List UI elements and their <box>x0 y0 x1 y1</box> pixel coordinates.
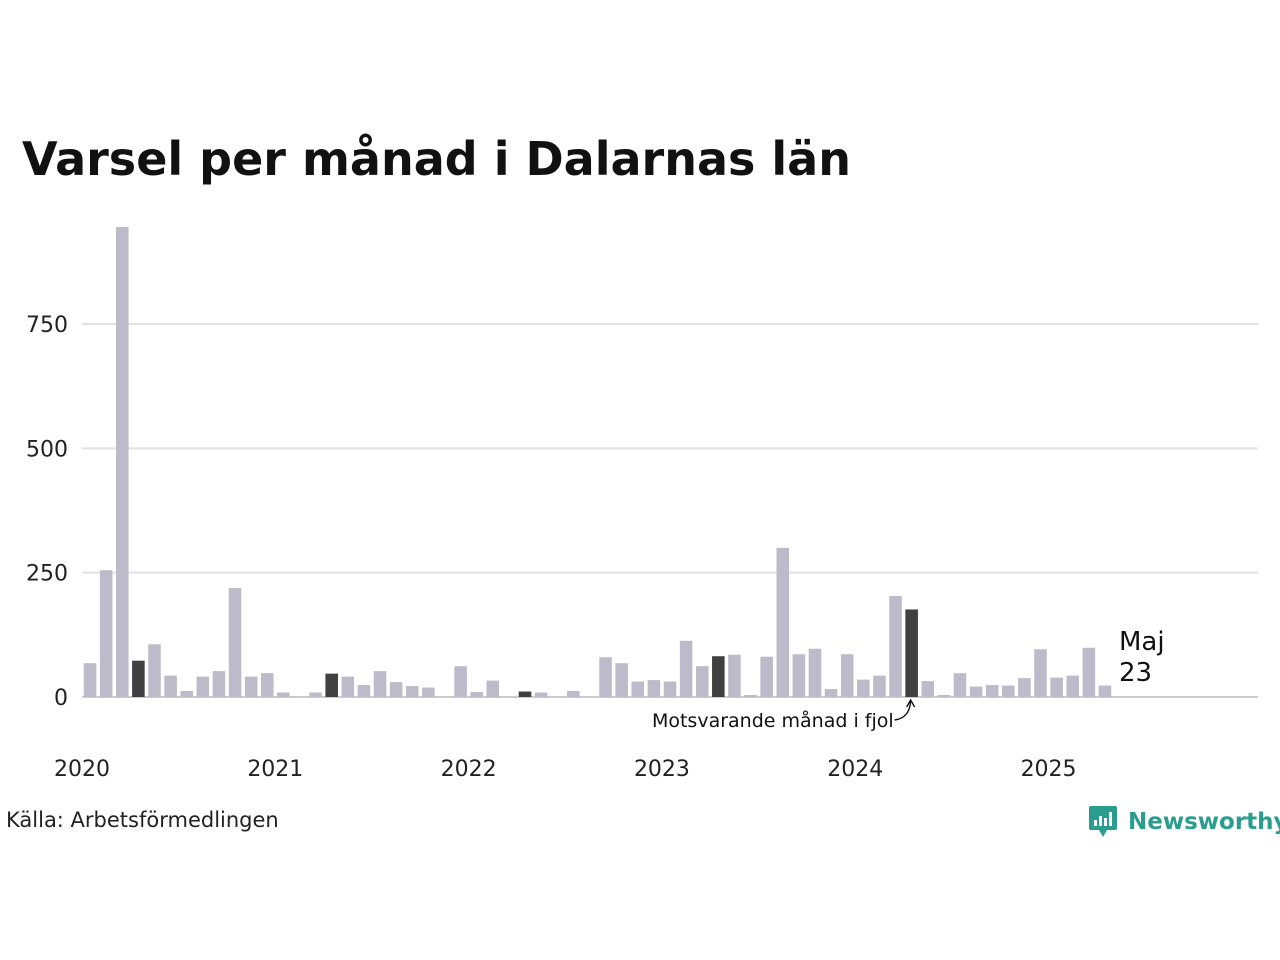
bar <box>679 640 693 697</box>
bar <box>937 695 951 697</box>
grid-lines <box>82 323 1258 698</box>
bar <box>631 681 645 697</box>
y-tick-label: 500 <box>26 437 68 462</box>
bar <box>808 648 822 697</box>
bar <box>244 676 258 697</box>
annotation-text: Motsvarande månad i fjol <box>652 709 894 732</box>
bar <box>599 657 612 697</box>
bar <box>422 687 435 697</box>
bar <box>277 692 290 697</box>
source-text: Källa: Arbetsförmedlingen <box>6 808 279 832</box>
bar <box>857 679 870 697</box>
bar <box>212 671 226 697</box>
bar <box>389 682 403 697</box>
bar <box>1002 685 1015 697</box>
bar <box>454 666 467 697</box>
bar <box>1018 678 1031 697</box>
bar <box>647 680 661 697</box>
bar <box>518 691 532 697</box>
bar <box>824 689 838 697</box>
y-tick-label: 0 <box>54 686 68 711</box>
x-axis-labels: 2020 2021 2022 2023 2024 2025 <box>54 757 1077 782</box>
y-tick-label: 250 <box>26 562 68 587</box>
x-tick-label: 2024 <box>827 757 883 782</box>
bar <box>486 680 500 697</box>
x-tick-label: 2025 <box>1021 757 1077 782</box>
brand-name: Newsworthy <box>1128 809 1280 835</box>
bar <box>470 692 483 697</box>
bar <box>567 691 580 697</box>
bar <box>1034 649 1047 697</box>
bar <box>228 588 242 697</box>
bar <box>164 675 177 697</box>
y-axis-labels: 0 250 500 750 <box>26 313 68 711</box>
bar <box>1066 675 1080 697</box>
bar <box>744 695 757 697</box>
bar <box>760 656 773 697</box>
bar <box>309 692 322 697</box>
bar <box>615 663 628 697</box>
x-tick-label: 2023 <box>634 757 690 782</box>
bar <box>405 686 419 697</box>
bar <box>325 673 338 697</box>
bar <box>1050 677 1063 697</box>
y-tick-label: 750 <box>26 313 68 338</box>
bar <box>695 666 709 697</box>
bar <box>341 676 355 697</box>
x-tick-label: 2020 <box>54 757 110 782</box>
bar <box>180 691 193 697</box>
bar <box>373 671 387 697</box>
x-tick-label: 2022 <box>441 757 497 782</box>
bar <box>792 654 806 697</box>
bar <box>663 681 677 697</box>
bar <box>115 227 129 697</box>
bar <box>99 570 113 697</box>
bar <box>712 656 725 697</box>
bar <box>921 681 935 697</box>
bar <box>840 654 854 697</box>
bar <box>1098 685 1112 697</box>
bars <box>83 227 1112 697</box>
bar <box>969 686 983 697</box>
bar <box>148 644 161 697</box>
bar <box>534 692 548 697</box>
annotation-arrow-line <box>894 700 912 721</box>
bar <box>905 609 918 697</box>
bar <box>889 596 902 697</box>
chart-title: Varsel per månad i Dalarnas län <box>22 132 851 186</box>
callout-month: Maj <box>1119 627 1165 657</box>
newsworthy-logo-icon <box>1089 806 1117 837</box>
annotation: Motsvarande månad i fjol <box>652 698 916 732</box>
bar <box>728 654 741 697</box>
bar <box>260 673 274 697</box>
bar <box>985 685 999 697</box>
bar <box>873 675 886 697</box>
bar <box>953 673 967 697</box>
callout-value: 23 <box>1119 658 1152 688</box>
bar <box>196 676 210 697</box>
annotation-arrow-head <box>906 698 916 708</box>
brand-logo: Newsworthy <box>1088 804 1280 840</box>
bar <box>357 685 371 697</box>
bar <box>776 547 790 697</box>
bar <box>1082 647 1096 697</box>
bar <box>83 663 97 697</box>
x-tick-label: 2021 <box>247 757 303 782</box>
bar <box>132 660 145 697</box>
